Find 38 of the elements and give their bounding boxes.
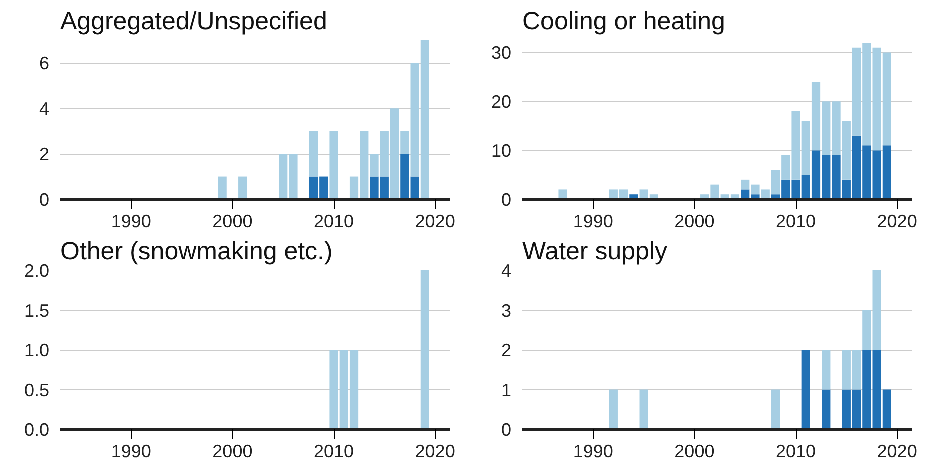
y-tick-label: 1.5	[24, 300, 50, 321]
x-tick-label: 2020	[877, 212, 918, 232]
x-tick-label: 2000	[674, 212, 715, 232]
x-tick-label: 2010	[314, 442, 354, 462]
y-tick-label: 2	[39, 144, 50, 165]
x-tick-label: 2020	[415, 212, 456, 232]
y-tick-label: 10	[491, 141, 512, 162]
x-tick-label: 2000	[674, 442, 715, 462]
y-tick-label: 30	[491, 43, 512, 64]
y-tick-label: 20	[491, 92, 512, 112]
y-tick-label: 1.0	[24, 340, 50, 360]
chart-title: Other (snowmaking etc.)	[60, 238, 333, 266]
y-tick-label: 2.0	[24, 261, 50, 281]
chart-title: Water supply	[522, 238, 668, 266]
x-tick-label: 2020	[877, 442, 918, 462]
y-tick-label: 0.0	[24, 420, 50, 440]
y-tick-label: 0.5	[24, 380, 50, 400]
y-tick-label: 6	[39, 54, 50, 74]
chart-title: Aggregated/Unspecified	[60, 8, 328, 36]
x-tick-label: 1990	[111, 442, 152, 462]
y-tick-label: 1	[501, 380, 512, 400]
x-tick-label: 1990	[111, 212, 152, 232]
y-tick-label: 4	[501, 261, 512, 281]
x-tick-label: 2010	[314, 212, 354, 232]
y-tick-label: 0	[501, 420, 512, 440]
x-tick-label: 2020	[415, 442, 456, 462]
y-tick-label: 0	[39, 190, 50, 210]
x-tick-label: 2000	[212, 212, 253, 232]
x-tick-label: 1990	[573, 442, 614, 462]
y-tick-label: 2	[501, 340, 512, 360]
x-tick-label: 2010	[776, 442, 816, 462]
x-tick-label: 2010	[776, 212, 816, 232]
y-tick-label: 4	[39, 99, 50, 120]
chart-title: Cooling or heating	[522, 8, 726, 36]
y-tick-label: 3	[501, 300, 512, 321]
x-tick-label: 2000	[212, 442, 253, 462]
y-tick-label: 0	[501, 190, 512, 210]
x-tick-label: 1990	[573, 212, 614, 232]
